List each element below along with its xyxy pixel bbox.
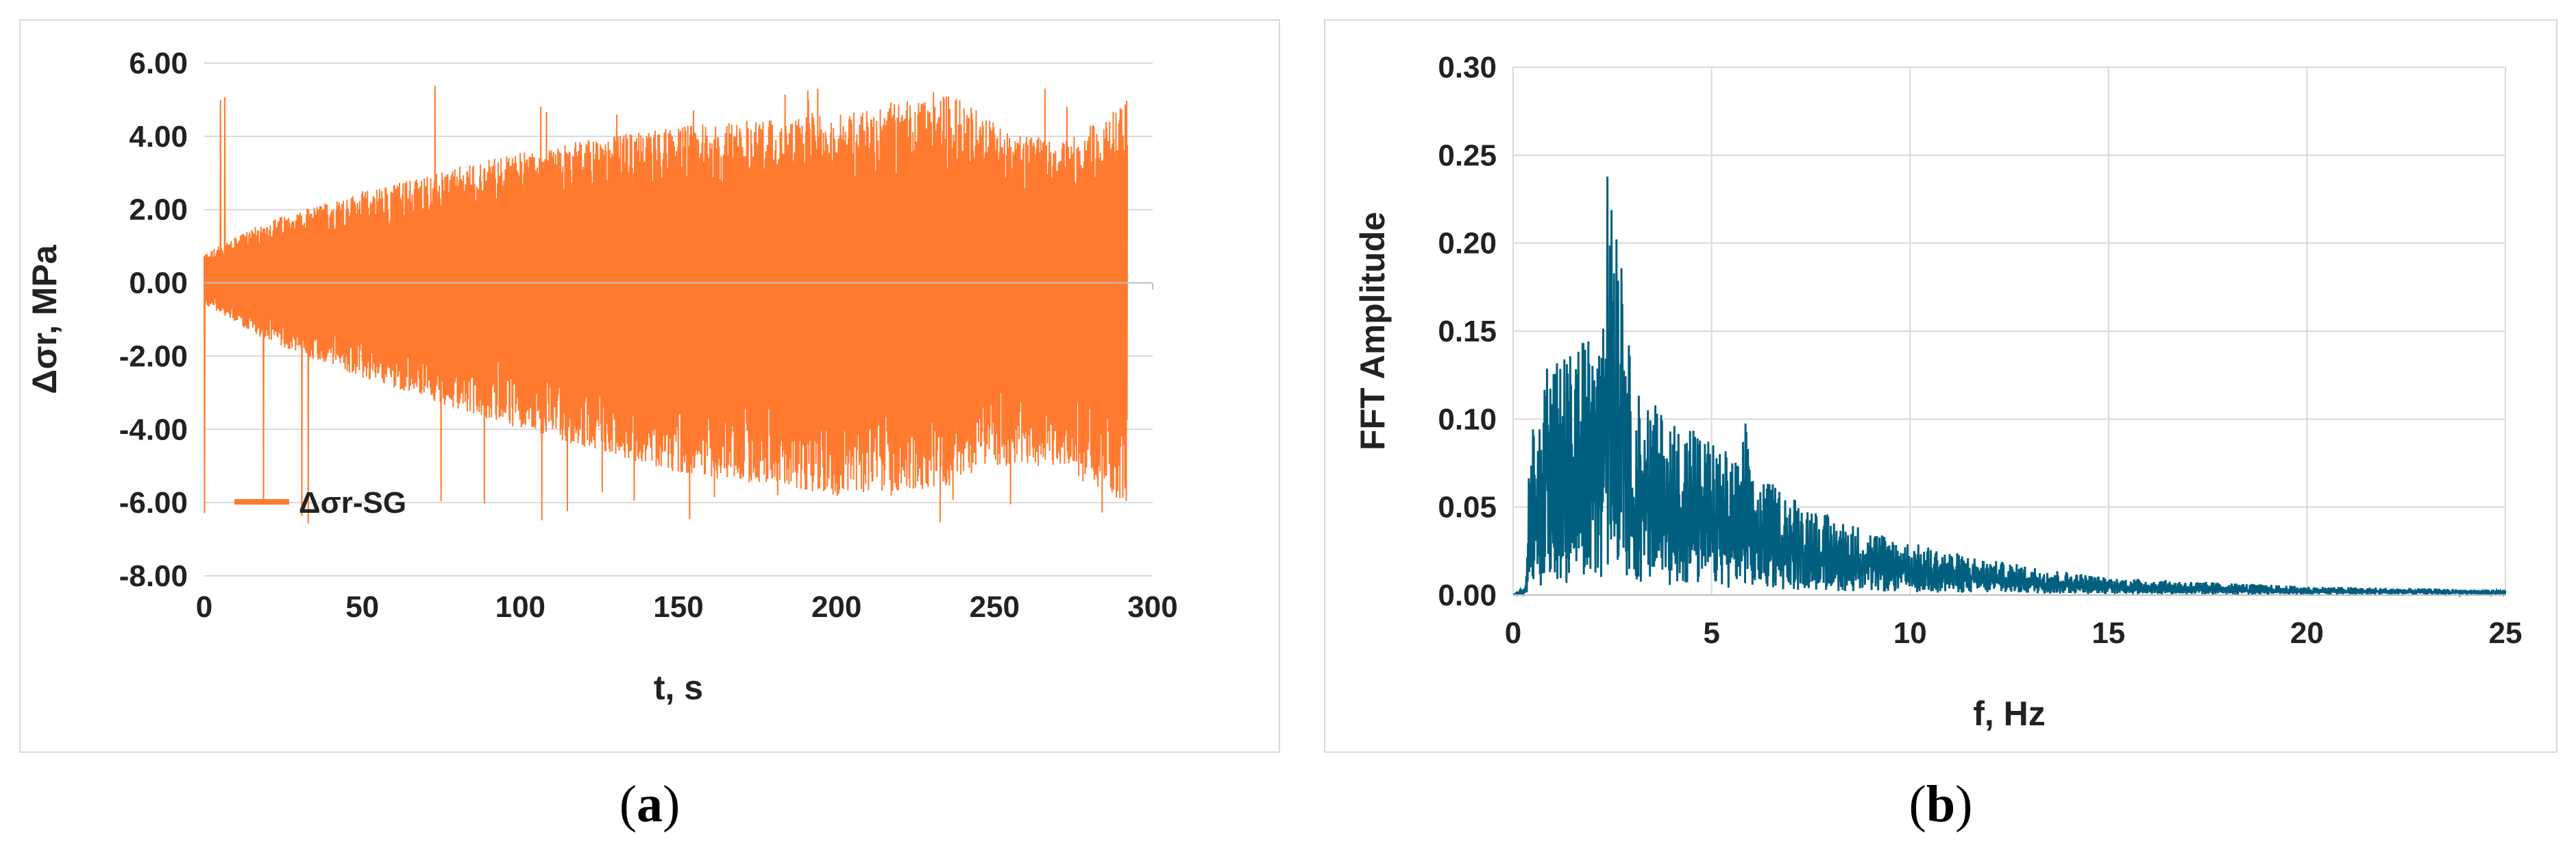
chart-a-caption-open: ( — [619, 775, 637, 833]
chart-a-caption-letter: a — [637, 775, 663, 833]
chart-a-legend-label: Δσr-SG — [299, 486, 406, 520]
chart-b-x-tick-label: 5 — [1703, 616, 1719, 650]
chart-a-y-tick-label: 6.00 — [129, 47, 188, 80]
chart-a-x-tick-label: 50 — [345, 590, 379, 624]
chart-b-x-axis-label: f, Hz — [1973, 694, 2046, 733]
chart-b-y-tick-label: 0.30 — [1438, 51, 1497, 84]
chart-a-x-ticks: 0 50 100 150 200 250 300 — [196, 282, 1178, 624]
chart-b-caption-letter: b — [1926, 775, 1956, 833]
chart-b-y-tick-label: 0.00 — [1438, 579, 1497, 612]
chart-a-y-tick-label: 2.00 — [129, 193, 188, 227]
chart-b-y-ticks: 0.30 0.25 0.20 0.15 0.10 0.05 0.00 — [1438, 51, 1497, 612]
chart-b: 0.300.250.200.150.100.050.00 0 5 10 15 20 25 … — [1353, 51, 2522, 733]
chart-a-y-tick-label: -4.00 — [119, 413, 188, 446]
chart-b-y-tick-label: 0.05 — [1438, 491, 1497, 524]
chart-b-y-axis-label: FFT Amplitude — [1353, 212, 1392, 450]
chart-a-caption-close: ) — [663, 775, 680, 833]
chart-b-y-tick-label: 0.20 — [1438, 227, 1497, 261]
chart-a: 6.00 4.00 2.00 0.00 -2.00 -4.00 -6.00 -8.00 0 50… — [25, 47, 1178, 707]
chart-a-y-tick-label: -6.00 — [119, 486, 188, 520]
chart-a-x-tick-label: 100 — [495, 590, 545, 624]
chart-b-x-tick-label: 20 — [2290, 616, 2324, 650]
chart-b-frame — [1324, 19, 2557, 753]
chart-a-caption: (a) — [513, 775, 787, 834]
chart-a-x-tick-label: 250 — [970, 590, 1020, 624]
chart-b-x-tick-label: 25 — [2489, 616, 2523, 650]
chart-b-y-tick-label: 0.25 — [1438, 138, 1497, 172]
chart-a-y-tick-label: -2.00 — [119, 339, 188, 373]
chart-b-y-tick-label: 0.10 — [1438, 402, 1497, 436]
chart-a-x-tick-label: 200 — [811, 590, 861, 624]
chart-b-caption-open: ( — [1909, 775, 1926, 833]
chart-a-y-ticks: 6.00 4.00 2.00 0.00 -2.00 -4.00 -6.00 -8.00 — [119, 47, 188, 593]
chart-a-y-tick-label: 4.00 — [129, 120, 188, 154]
chart-b-x-tick-label: 15 — [2092, 616, 2125, 650]
chart-a-legend: Δσr-SG — [234, 486, 406, 520]
chart-a-y-tick-label: -8.00 — [119, 559, 188, 593]
chart-a-series-line — [204, 86, 1129, 524]
chart-b-x-tick-label: 10 — [1893, 616, 1927, 650]
chart-a-x-axis-label: t, s — [654, 668, 703, 707]
chart-b-x-ticks: 0 5 10 15 20 25 — [1505, 616, 2523, 650]
chart-b-caption-close: ) — [1955, 775, 1973, 833]
chart-a-x-tick-label: 150 — [653, 590, 703, 624]
chart-a-y-axis-label: Δσr, MPa — [25, 244, 64, 394]
chart-b-x-tick-label: 0 — [1505, 616, 1521, 650]
chart-b-series-line — [1512, 176, 2507, 598]
chart-a-x-tick-label: 0 — [196, 590, 212, 624]
chart-a-x-tick-label: 300 — [1127, 590, 1177, 624]
chart-b-y-tick-label: 0.15 — [1438, 315, 1497, 348]
chart-b-caption: (b) — [1804, 775, 2078, 834]
chart-a-y-tick-label: 0.00 — [129, 267, 188, 300]
